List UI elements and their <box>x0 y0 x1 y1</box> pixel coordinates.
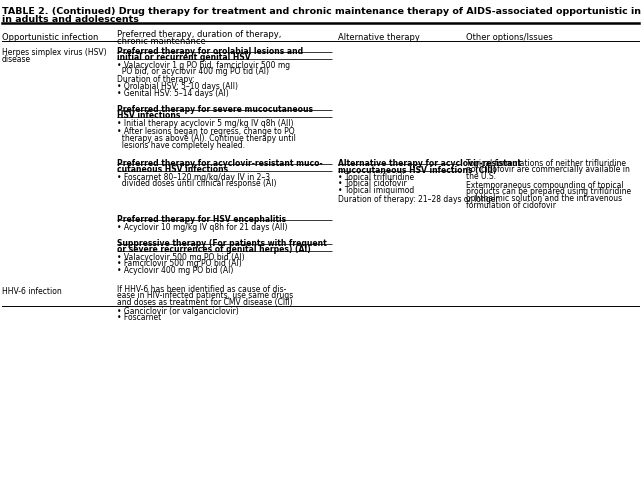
Text: TABLE 2. (Continued) Drug therapy for treatment and chronic maintenance therapy : TABLE 2. (Continued) Drug therapy for tr… <box>2 8 641 16</box>
Text: chronic maintenance: chronic maintenance <box>117 36 205 46</box>
Text: Preferred therapy, duration of therapy,: Preferred therapy, duration of therapy, <box>117 30 281 39</box>
Text: in adults and adolescents: in adults and adolescents <box>2 14 139 24</box>
Text: lesions have completely healed.: lesions have completely healed. <box>117 140 245 149</box>
Text: HSV infections: HSV infections <box>117 112 180 120</box>
Text: Opportunistic infection: Opportunistic infection <box>2 34 98 42</box>
Text: Preferred therapy for acyclovir-resistant muco-: Preferred therapy for acyclovir-resistan… <box>117 159 322 168</box>
Text: • Valacyclovir 1 g PO bid, famciclovir 500 mg: • Valacyclovir 1 g PO bid, famciclovir 5… <box>117 61 290 70</box>
Text: PO bid, or acyclovir 400 mg PO tid (AI): PO bid, or acyclovir 400 mg PO tid (AI) <box>117 68 269 76</box>
Text: • Genital HSV: 5–14 days (AI): • Genital HSV: 5–14 days (AI) <box>117 88 228 98</box>
Text: therapy as above (AI). Continue therapy until: therapy as above (AI). Continue therapy … <box>117 134 296 143</box>
Text: mucocutaneous HSV infections (CIII): mucocutaneous HSV infections (CIII) <box>338 166 496 174</box>
Text: Topical formulations of neither trifluridine: Topical formulations of neither trifluri… <box>466 159 626 168</box>
Text: • Foscarnet 80–120 mg/kg/day IV in 2–3: • Foscarnet 80–120 mg/kg/day IV in 2–3 <box>117 173 270 182</box>
Text: • Ganciclovir (or valganciclovir): • Ganciclovir (or valganciclovir) <box>117 306 238 316</box>
Text: Duration of therapy:: Duration of therapy: <box>117 76 194 84</box>
Text: • Orolabial HSV: 5–10 days (AII): • Orolabial HSV: 5–10 days (AII) <box>117 82 238 91</box>
Text: • Famciclovir 500 mg PO bid (AI): • Famciclovir 500 mg PO bid (AI) <box>117 260 242 268</box>
Text: Preferred therapy for severe mucocutaneous: Preferred therapy for severe mucocutaneo… <box>117 105 313 114</box>
Text: HHV-6 infection: HHV-6 infection <box>2 288 62 296</box>
Text: • Topical cidofovir: • Topical cidofovir <box>338 180 406 188</box>
Text: Alternative therapy for acyclovir-resistant: Alternative therapy for acyclovir-resist… <box>338 159 521 168</box>
Text: Duration of therapy: 21–28 days or longer: Duration of therapy: 21–28 days or longe… <box>338 194 499 203</box>
Text: products can be prepared using trifluridine: products can be prepared using triflurid… <box>466 188 631 196</box>
Text: and doses as treatment for CMV disease (CIII): and doses as treatment for CMV disease (… <box>117 298 292 307</box>
Text: Other options/Issues: Other options/Issues <box>466 34 553 42</box>
Text: Herpes simplex virus (HSV): Herpes simplex virus (HSV) <box>2 48 106 57</box>
Text: Preferred therapy for orolabial lesions and: Preferred therapy for orolabial lesions … <box>117 47 303 56</box>
Text: nor cidofovir are commercially available in: nor cidofovir are commercially available… <box>466 166 630 174</box>
Text: Suppressive therapy (For patients with frequent: Suppressive therapy (For patients with f… <box>117 239 326 248</box>
Text: • Valacyclovir 500 mg PO bid (AI): • Valacyclovir 500 mg PO bid (AI) <box>117 253 244 262</box>
Text: initial or recurrent genital HSV: initial or recurrent genital HSV <box>117 54 250 62</box>
Text: divided doses until clinical response (AI): divided doses until clinical response (A… <box>117 180 276 188</box>
Text: Extemporaneous compounding of topical: Extemporaneous compounding of topical <box>466 181 624 190</box>
Text: ophthalmic solution and the intravenous: ophthalmic solution and the intravenous <box>466 194 622 203</box>
Text: formulation of cidofovir: formulation of cidofovir <box>466 200 556 209</box>
Text: • After lesions began to regress, change to PO: • After lesions began to regress, change… <box>117 128 294 136</box>
Text: • Acyclovir 400 mg PO bid (AI): • Acyclovir 400 mg PO bid (AI) <box>117 266 233 275</box>
Text: disease: disease <box>2 54 31 64</box>
Text: ease in HIV-infected patients, use same drugs: ease in HIV-infected patients, use same … <box>117 292 293 300</box>
Text: If HHV-6 has been identified as cause of dis-: If HHV-6 has been identified as cause of… <box>117 285 286 294</box>
Text: cutaneous HSV infections: cutaneous HSV infections <box>117 166 228 174</box>
Text: the U.S.: the U.S. <box>466 172 496 181</box>
Text: • Initial therapy acyclovir 5 mg/kg IV q8h (AII): • Initial therapy acyclovir 5 mg/kg IV q… <box>117 119 293 128</box>
Text: • Foscarnet: • Foscarnet <box>117 313 161 322</box>
Text: Preferred therapy for HSV encephalitis: Preferred therapy for HSV encephalitis <box>117 215 286 224</box>
Text: • Topical imiquimod: • Topical imiquimod <box>338 186 414 195</box>
Text: • Acyclovir 10 mg/kg IV q8h for 21 days (AII): • Acyclovir 10 mg/kg IV q8h for 21 days … <box>117 222 287 232</box>
Text: Alternative therapy: Alternative therapy <box>338 34 420 42</box>
Text: or severe recurrences of genital herpes) (AI): or severe recurrences of genital herpes)… <box>117 246 310 254</box>
Text: • Topical trifluridine: • Topical trifluridine <box>338 173 414 182</box>
